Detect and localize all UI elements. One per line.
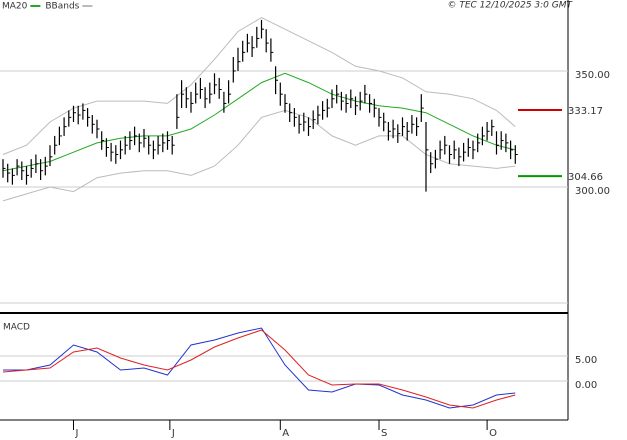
- line-series: [2, 329, 516, 409]
- y-tick-label: 350.00: [575, 70, 610, 81]
- x-tick-label: J: [171, 428, 175, 439]
- x-tick-label: O: [489, 428, 497, 439]
- credit: © TEC 12/10/2025 3:0 GMT: [447, 1, 573, 11]
- x-tick-label: J: [75, 428, 79, 439]
- line-series: [2, 17, 516, 155]
- price-marker-label: 304.66: [568, 172, 603, 183]
- line-series: [2, 72, 516, 172]
- panel-title: MACD: [3, 323, 30, 333]
- y-tick-label: 0.00: [575, 380, 597, 391]
- line-series: [2, 109, 516, 202]
- legend-label: MA20: [2, 2, 28, 12]
- x-tick-label: A: [282, 428, 289, 439]
- legend-label: BBands: [45, 2, 79, 12]
- y-tick-label: 300.00: [575, 186, 610, 197]
- price-marker-label: 333.17: [568, 106, 603, 117]
- x-tick-label: S: [381, 428, 387, 439]
- y-tick-label: 5.00: [575, 355, 597, 366]
